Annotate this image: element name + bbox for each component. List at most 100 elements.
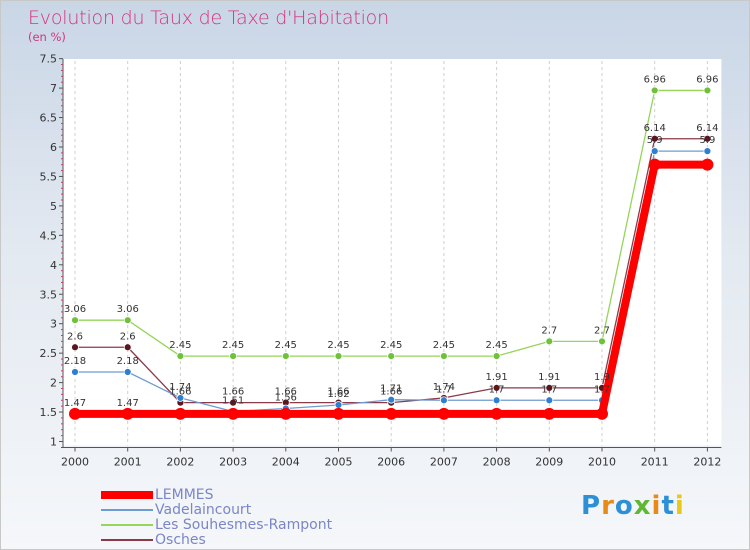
x-tick-label: 2003 xyxy=(219,456,247,469)
data-label-les-souhesmes-rampont: 2.7 xyxy=(541,325,557,336)
data-label-osches: 2.6 xyxy=(67,331,83,342)
logo-letter: o xyxy=(614,491,634,521)
legend-item-osches: Osches xyxy=(101,532,332,547)
data-point-lemmes xyxy=(227,407,240,420)
data-point-vadelaincourt xyxy=(545,396,554,405)
data-label-vadelaincourt: 1.56 xyxy=(275,393,297,404)
data-point-les-souhesmes-rampont xyxy=(71,316,79,325)
data-point-vadelaincourt xyxy=(334,401,343,409)
legend-swatch xyxy=(101,538,153,541)
data-label-lemmes: 1.47 xyxy=(64,398,86,409)
data-point-vadelaincourt xyxy=(650,147,659,156)
y-tick-label: 4 xyxy=(50,259,57,272)
x-tick-label: 2007 xyxy=(430,456,458,469)
y-tick-label: 2.5 xyxy=(40,347,58,360)
data-label-les-souhesmes-rampont: 2.45 xyxy=(380,340,402,351)
y-tick-label: 3 xyxy=(50,318,57,331)
data-point-les-souhesmes-rampont xyxy=(598,337,606,346)
x-tick-label: 2005 xyxy=(325,456,353,469)
data-point-lemmes xyxy=(490,407,503,420)
y-tick-label: 1 xyxy=(50,436,57,449)
x-tick-label: 2011 xyxy=(641,456,669,469)
logo-letter: P xyxy=(581,491,602,521)
data-point-lemmes xyxy=(121,407,134,420)
data-label-vadelaincourt: 5.9 xyxy=(647,135,663,146)
y-tick-label: 6 xyxy=(50,141,57,154)
data-label-vadelaincourt: 2.18 xyxy=(64,356,86,367)
data-label-lemmes: 1.47 xyxy=(117,398,139,409)
data-point-lemmes xyxy=(701,158,714,171)
data-label-les-souhesmes-rampont: 2.7 xyxy=(594,325,610,336)
data-label-vadelaincourt: 1.7 xyxy=(594,384,610,395)
data-point-lemmes xyxy=(543,407,556,420)
data-point-osches xyxy=(492,384,501,392)
data-label-vadelaincourt: 1.7 xyxy=(541,384,557,395)
data-point-lemmes xyxy=(279,407,292,420)
x-tick-label: 2000 xyxy=(61,456,89,469)
data-point-lemmes xyxy=(385,407,398,420)
legend-label: LEMMES xyxy=(155,486,214,503)
data-label-osches: 6.14 xyxy=(644,123,666,134)
legend-item-vadelaincourt: Vadelaincourt xyxy=(101,502,332,517)
data-label-les-souhesmes-rampont: 6.96 xyxy=(696,74,718,85)
data-label-les-souhesmes-rampont: 2.45 xyxy=(327,340,349,351)
logo-letter: x xyxy=(633,491,652,521)
data-label-osches: 6.14 xyxy=(696,123,718,134)
data-label-osches: 1.66 xyxy=(275,387,297,398)
data-label-vadelaincourt: 1.51 xyxy=(222,395,244,406)
data-point-les-souhesmes-rampont xyxy=(703,86,712,95)
x-tick-label: 2008 xyxy=(483,456,511,469)
legend-item-lemmes: LEMMES xyxy=(101,487,332,502)
x-tick-label: 2012 xyxy=(693,456,721,469)
data-label-osches: 1.74 xyxy=(433,382,455,393)
data-label-vadelaincourt: 1.7 xyxy=(489,384,505,395)
data-point-osches xyxy=(123,343,132,352)
data-label-vadelaincourt: 2.18 xyxy=(117,356,139,367)
logo-letter: i xyxy=(674,491,685,521)
data-point-osches xyxy=(703,134,712,143)
data-label-osches: 2.6 xyxy=(120,331,136,342)
logo-letter: i xyxy=(651,491,662,521)
legend-label: Osches xyxy=(155,531,206,548)
y-tick-label: 7.5 xyxy=(40,53,58,66)
legend-item-les-souhesmes-rampont: Les Souhesmes-Rampont xyxy=(101,517,332,532)
data-label-les-souhesmes-rampont: 2.45 xyxy=(222,340,244,351)
data-point-lemmes xyxy=(332,407,345,420)
data-label-osches: 1.66 xyxy=(380,387,402,398)
y-tick-label: 2 xyxy=(50,377,57,390)
data-point-les-souhesmes-rampont xyxy=(281,352,290,360)
data-label-osches: 1.66 xyxy=(169,387,191,398)
logo-letter: t xyxy=(661,491,675,521)
data-label-les-souhesmes-rampont: 3.06 xyxy=(117,304,139,315)
data-point-lemmes xyxy=(69,407,81,420)
data-point-osches xyxy=(71,343,79,352)
data-label-osches: 1.91 xyxy=(485,372,507,383)
data-point-les-souhesmes-rampont xyxy=(334,352,343,360)
logo-letter: r xyxy=(601,491,615,521)
y-tick-label: 3.5 xyxy=(40,288,58,301)
data-label-les-souhesmes-rampont: 2.45 xyxy=(485,340,507,351)
data-point-vadelaincourt xyxy=(176,394,185,402)
data-point-lemmes xyxy=(648,158,661,171)
data-label-les-souhesmes-rampont: 3.06 xyxy=(64,304,86,315)
x-tick-label: 2009 xyxy=(535,456,563,469)
legend-label: Les Souhesmes-Rampont xyxy=(155,516,333,533)
data-point-osches xyxy=(545,384,554,392)
data-label-les-souhesmes-rampont: 2.45 xyxy=(275,340,297,351)
data-label-les-souhesmes-rampont: 2.45 xyxy=(433,340,455,351)
data-label-osches: 1.66 xyxy=(327,387,349,398)
chart-legend: LEMMES Vadelaincourt Les Souhesmes-Rampont… xyxy=(101,487,332,547)
legend-swatch xyxy=(101,508,153,511)
x-tick-label: 2004 xyxy=(272,456,300,469)
y-tick-label: 5 xyxy=(50,200,57,213)
data-point-vadelaincourt xyxy=(387,395,396,404)
data-point-osches xyxy=(650,134,659,143)
chart-unit: (en %) xyxy=(28,30,66,44)
data-point-vadelaincourt xyxy=(703,147,712,156)
data-point-vadelaincourt xyxy=(123,368,132,376)
y-tick-label: 1.5 xyxy=(40,406,58,419)
data-point-les-souhesmes-rampont xyxy=(123,316,132,325)
data-point-les-souhesmes-rampont xyxy=(387,352,396,360)
